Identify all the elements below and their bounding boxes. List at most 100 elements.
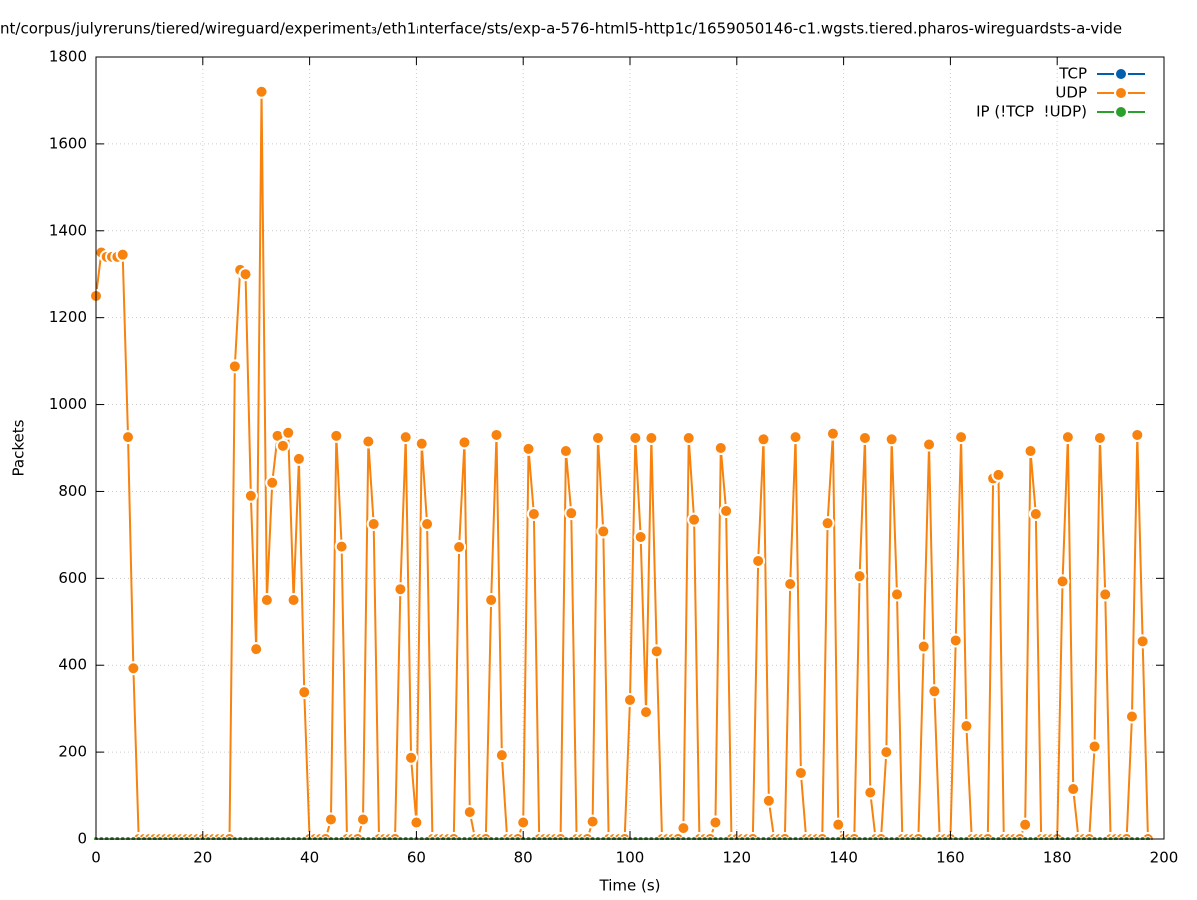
data-point	[756, 432, 771, 447]
data-point	[323, 812, 338, 827]
data-point	[281, 425, 296, 440]
data-point	[275, 438, 290, 453]
data-point	[334, 539, 349, 554]
data-point	[590, 431, 605, 446]
data-point	[751, 553, 766, 568]
data-point	[398, 430, 413, 445]
y-tick-label: 1600	[49, 134, 87, 152]
data-point	[521, 441, 536, 456]
data-point	[991, 467, 1006, 482]
series-line	[95, 91, 1149, 840]
data-point	[227, 359, 242, 374]
data-point	[564, 506, 579, 521]
data-point	[291, 451, 306, 466]
legend-marker	[1114, 86, 1128, 100]
data-point	[954, 430, 969, 445]
data-point	[494, 748, 509, 763]
data-point	[126, 661, 141, 676]
y-tick-label: 600	[58, 569, 87, 587]
data-point	[1060, 430, 1075, 445]
x-tick-label: 40	[300, 849, 319, 867]
data-point	[1055, 574, 1070, 589]
data-point	[788, 430, 803, 445]
data-point	[687, 512, 702, 527]
data-point	[628, 431, 643, 446]
data-point	[879, 745, 894, 760]
data-point	[783, 576, 798, 591]
data-point	[558, 444, 573, 459]
data-point	[831, 817, 846, 832]
data-point	[409, 815, 424, 830]
data-point	[457, 435, 472, 450]
x-tick-label: 160	[936, 849, 965, 867]
data-point	[1130, 427, 1145, 442]
data-point	[639, 705, 654, 720]
y-tick-label: 0	[77, 830, 87, 848]
data-point	[1023, 444, 1038, 459]
data-point	[761, 793, 776, 808]
data-point	[825, 426, 840, 441]
data-point	[393, 582, 408, 597]
data-point	[238, 267, 253, 282]
data-point	[927, 684, 942, 699]
chart-title: nt/corpus/julyreruns/tiered/wireguard/ex…	[0, 20, 1122, 38]
x-tick-label: 100	[616, 849, 645, 867]
data-point	[115, 247, 130, 262]
data-point	[884, 432, 899, 447]
data-point	[265, 475, 280, 490]
data-point	[1018, 817, 1033, 832]
data-point	[329, 428, 344, 443]
legend-label: IP (!TCP !UDP)	[976, 103, 1087, 121]
data-point	[820, 516, 835, 531]
data-point	[1066, 782, 1081, 797]
x-axis-label: Time (s)	[599, 877, 661, 895]
y-tick-label: 1000	[49, 395, 87, 413]
data-point	[1098, 587, 1113, 602]
data-point	[681, 431, 696, 446]
legend-marker	[1114, 67, 1128, 81]
data-point	[1135, 634, 1150, 649]
x-tick-label: 60	[407, 849, 426, 867]
data-point	[713, 441, 728, 455]
x-tick-label: 20	[193, 849, 212, 867]
data-point	[633, 530, 648, 545]
data-point	[452, 540, 467, 555]
legend-label: TCP	[1058, 65, 1087, 83]
x-tick-label: 140	[829, 849, 858, 867]
x-tick-label: 120	[722, 849, 751, 867]
data-point	[489, 427, 504, 442]
data-point	[644, 431, 659, 446]
data-point	[948, 633, 963, 648]
data-point	[243, 488, 258, 503]
data-point	[857, 431, 872, 446]
data-point	[516, 815, 531, 830]
data-point	[462, 805, 477, 820]
data-point	[649, 644, 664, 659]
x-tick-label: 200	[1150, 849, 1179, 867]
data-point	[526, 507, 541, 522]
data-point	[1028, 507, 1043, 522]
data-point	[852, 569, 867, 584]
data-point	[286, 593, 301, 608]
data-point	[249, 642, 264, 657]
data-point	[366, 517, 381, 532]
data-point	[959, 719, 974, 734]
data-point	[708, 815, 723, 830]
data-point	[719, 503, 734, 518]
axes: 0 20 40 60 80 100 120 140 160 180 200 0 200 400 600 800…	[49, 48, 1179, 867]
data-point	[361, 434, 376, 449]
data-point	[916, 639, 931, 654]
legend-marker	[1114, 105, 1128, 119]
data-point	[793, 765, 808, 780]
data-point	[254, 84, 269, 99]
y-tick-label: 1800	[49, 48, 87, 66]
data-point	[922, 437, 937, 452]
plot-area	[90, 84, 1155, 840]
data-point	[414, 436, 429, 451]
data-point	[404, 750, 419, 765]
x-tick-label: 0	[91, 849, 101, 867]
data-point	[356, 812, 370, 827]
y-tick-label: 1400	[49, 221, 87, 239]
data-point	[1124, 709, 1139, 724]
